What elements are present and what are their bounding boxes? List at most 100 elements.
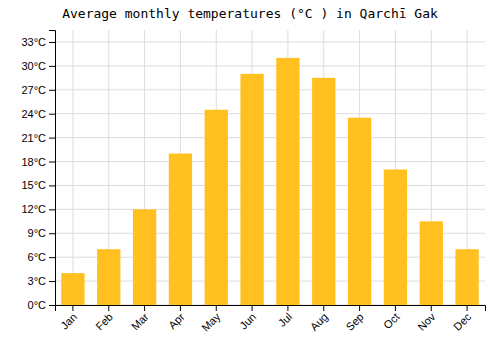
x-tick-label: Jan (58, 311, 79, 332)
y-tick-label: 27°C (21, 84, 46, 96)
x-tick-mark (72, 305, 73, 311)
chart: Jan Feb Mar Apr May Jun Jul Aug Sep Oct Nov Dec 0°C 3… (0, 0, 500, 350)
y-tick-mark (49, 257, 55, 258)
title: Average monthly temperatures (°C ) in Qa… (62, 6, 438, 21)
y-tick-label: 15°C (21, 179, 46, 191)
grid-line-y (55, 89, 485, 90)
y-tick-label: 0°C (28, 299, 47, 311)
x-tick: Jul (276, 305, 294, 329)
y-tick-mark (49, 209, 55, 210)
y-tick: 24°C (21, 108, 55, 120)
bar (205, 110, 228, 305)
y-tick-label: 3°C (28, 275, 47, 287)
x-tick-label: Dec (451, 310, 474, 333)
bar (384, 169, 407, 305)
x-tick-label: Jun (237, 311, 258, 332)
y-tick-mark (49, 281, 55, 282)
grid-line-y (55, 209, 485, 210)
x-tick: Apr (166, 305, 187, 331)
x-tick-label: Oct (381, 311, 402, 332)
y-tick: 12°C (21, 203, 55, 215)
grid (55, 30, 485, 305)
y-tick: 30°C (21, 60, 55, 72)
bar (169, 154, 192, 305)
grid-line-y (55, 41, 485, 42)
x-tick: Sep (343, 305, 365, 333)
y-tick: 21°C (21, 132, 55, 144)
y-tick: 33°C (21, 36, 55, 48)
bar (348, 118, 371, 305)
x-tick-mark (216, 305, 217, 311)
x-axis-line (56, 306, 486, 312)
bar (133, 209, 156, 305)
bar (312, 78, 335, 305)
x-tick: Dec (451, 305, 474, 333)
y-axis: 0°C 3°C 6°C 9°C 12°C 15°C 18°C 21°C 24°C 27°C 30°C… (21, 31, 55, 312)
x-tick: Mar (129, 305, 151, 332)
y-tick-label: 33°C (21, 36, 46, 48)
y-tick-label: 12°C (21, 203, 46, 215)
x-tick-label: Feb (93, 311, 115, 333)
y-tick-label: 21°C (21, 132, 46, 144)
y-tick-mark (49, 114, 55, 115)
y-tick-label: 6°C (28, 251, 47, 263)
x-tick-label: Mar (129, 310, 151, 332)
y-tick: 18°C (21, 156, 55, 168)
y-tick-mark (49, 233, 55, 234)
bar (455, 249, 478, 305)
y-tick: 9°C (28, 227, 55, 239)
x-tick: May (199, 305, 223, 334)
y-tick: 0°C (28, 299, 55, 311)
x-tick-label: Sep (343, 311, 365, 333)
y-tick-label: 9°C (28, 227, 47, 239)
x-tick-mark (180, 305, 181, 311)
y-tick-mark (49, 162, 55, 163)
x-axis: Jan Feb Mar Apr May Jun Jul Aug Sep Oct Nov Dec (56, 305, 486, 334)
y-tick-mark (49, 138, 55, 139)
x-tick-mark (108, 305, 109, 311)
x-tick-label: Apr (166, 310, 187, 331)
x-tick-label: Nov (415, 310, 438, 333)
x-tick-mark (252, 305, 253, 311)
grid-line-y (55, 185, 485, 186)
grid-line-y (55, 113, 485, 114)
y-tick: 15°C (21, 179, 55, 191)
bars (61, 58, 478, 305)
x-tick-mark (144, 305, 145, 311)
x-tick: Jan (58, 305, 79, 332)
y-tick-mark (49, 66, 55, 67)
x-tick-mark (467, 305, 468, 311)
x-tick-label: May (199, 310, 223, 334)
y-tick-label: 24°C (21, 108, 46, 120)
x-tick-mark (287, 305, 288, 311)
bar (240, 74, 263, 305)
x-tick-mark (431, 305, 432, 311)
x-tick: Aug (308, 305, 330, 333)
x-tick: Feb (93, 305, 115, 332)
bar (61, 273, 84, 305)
x-tick-label: Aug (308, 311, 330, 333)
bar (420, 221, 443, 305)
x-tick: Oct (381, 305, 402, 331)
y-tick-mark (49, 42, 55, 43)
grid-line-y (55, 161, 485, 162)
x-tick: Nov (415, 305, 438, 333)
grid-line-x (72, 30, 73, 305)
y-axis-line (49, 31, 56, 306)
x-tick-mark (323, 305, 324, 311)
y-tick: 3°C (28, 275, 55, 287)
x-tick-mark (395, 305, 396, 311)
x-tick-label: Jul (276, 311, 294, 329)
y-tick: 6°C (28, 251, 55, 263)
grid-line-y (55, 65, 485, 66)
x-tick-mark (359, 305, 360, 311)
plot-area: Jan Feb Mar Apr May Jun Jul Aug Sep Oct Nov Dec 0°C 3… (21, 30, 485, 334)
y-tick-mark (49, 90, 55, 91)
y-tick-mark (49, 185, 55, 186)
bar (97, 249, 120, 305)
y-tick-label: 18°C (21, 156, 46, 168)
grid-line-y (55, 137, 485, 138)
y-tick-mark (49, 305, 55, 306)
y-tick-label: 30°C (21, 60, 46, 72)
bar (276, 58, 299, 305)
